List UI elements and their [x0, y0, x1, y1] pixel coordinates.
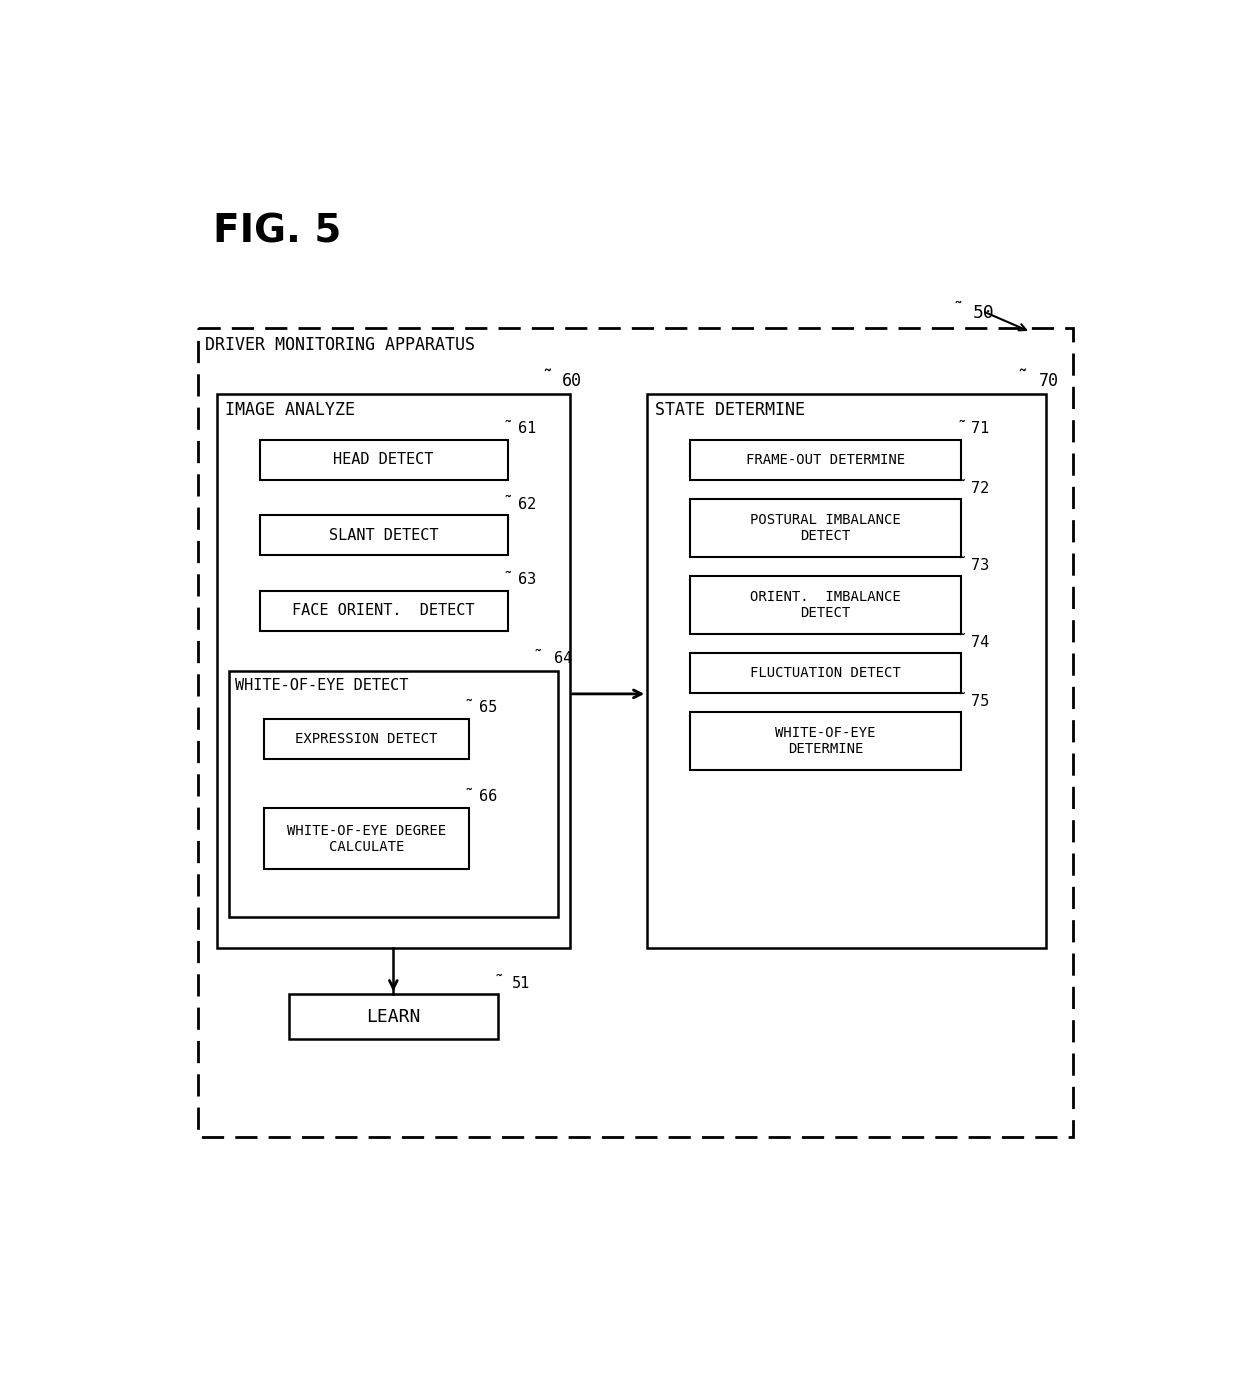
- Text: ˜: ˜: [957, 556, 966, 574]
- Text: ˜: ˜: [954, 301, 962, 319]
- Text: ˜: ˜: [503, 570, 512, 588]
- Text: 61: 61: [518, 422, 536, 437]
- Text: 71: 71: [971, 422, 990, 437]
- Text: IMAGE ANALYZE: IMAGE ANALYZE: [224, 401, 355, 419]
- FancyBboxPatch shape: [689, 440, 961, 480]
- Text: 75: 75: [971, 694, 990, 709]
- Text: 64: 64: [554, 651, 573, 666]
- Text: POSTURAL IMBALANCE
DETECT: POSTURAL IMBALANCE DETECT: [750, 513, 900, 544]
- Text: SLANT DETECT: SLANT DETECT: [329, 528, 439, 542]
- FancyBboxPatch shape: [263, 807, 469, 870]
- Text: 70: 70: [1039, 372, 1059, 390]
- Text: 60: 60: [562, 372, 582, 390]
- Text: 73: 73: [971, 558, 990, 573]
- FancyBboxPatch shape: [259, 591, 507, 631]
- Text: 63: 63: [518, 573, 536, 587]
- Text: 74: 74: [971, 635, 990, 649]
- Text: ˜: ˜: [957, 479, 966, 497]
- FancyBboxPatch shape: [217, 394, 569, 947]
- Text: FIG. 5: FIG. 5: [213, 212, 341, 251]
- FancyBboxPatch shape: [689, 653, 961, 694]
- Text: ˜: ˜: [543, 369, 552, 388]
- FancyBboxPatch shape: [689, 499, 961, 556]
- Text: ˜: ˜: [957, 632, 966, 651]
- Text: FRAME-OUT DETERMINE: FRAME-OUT DETERMINE: [745, 452, 905, 467]
- Text: WHITE-OF-EYE DEGREE
CALCULATE: WHITE-OF-EYE DEGREE CALCULATE: [286, 824, 445, 854]
- Text: 51: 51: [512, 975, 531, 990]
- FancyBboxPatch shape: [259, 515, 507, 555]
- Text: FACE ORIENT.  DETECT: FACE ORIENT. DETECT: [293, 603, 475, 619]
- Text: 72: 72: [971, 481, 990, 495]
- Text: ˜: ˜: [1017, 369, 1027, 388]
- Text: FLUCTUATION DETECT: FLUCTUATION DETECT: [750, 666, 900, 680]
- Text: ˜: ˜: [465, 699, 474, 717]
- Text: STATE DETERMINE: STATE DETERMINE: [655, 401, 805, 419]
- Text: ˜: ˜: [494, 974, 502, 992]
- Text: ˜: ˜: [533, 649, 542, 667]
- FancyBboxPatch shape: [289, 994, 498, 1039]
- Text: ˜: ˜: [503, 495, 512, 513]
- Text: EXPRESSION DETECT: EXPRESSION DETECT: [295, 731, 438, 746]
- Text: 66: 66: [479, 789, 497, 804]
- Text: ˜: ˜: [957, 420, 966, 438]
- FancyBboxPatch shape: [228, 671, 558, 917]
- FancyBboxPatch shape: [689, 713, 961, 770]
- Text: LEARN: LEARN: [366, 1007, 420, 1025]
- Text: ORIENT.  IMBALANCE
DETECT: ORIENT. IMBALANCE DETECT: [750, 589, 900, 620]
- FancyBboxPatch shape: [259, 440, 507, 480]
- Text: WHITE-OF-EYE DETECT: WHITE-OF-EYE DETECT: [234, 678, 408, 694]
- Text: ˜: ˜: [957, 692, 966, 710]
- FancyBboxPatch shape: [197, 329, 1074, 1136]
- Text: 65: 65: [479, 700, 497, 716]
- FancyBboxPatch shape: [647, 394, 1047, 947]
- FancyBboxPatch shape: [689, 576, 961, 634]
- Text: 50: 50: [972, 304, 994, 322]
- Text: ˜: ˜: [503, 420, 512, 438]
- FancyBboxPatch shape: [263, 718, 469, 759]
- Text: WHITE-OF-EYE
DETERMINE: WHITE-OF-EYE DETERMINE: [775, 727, 875, 756]
- Text: DRIVER MONITORING APPARATUS: DRIVER MONITORING APPARATUS: [206, 336, 475, 354]
- Text: HEAD DETECT: HEAD DETECT: [334, 452, 434, 467]
- Text: ˜: ˜: [465, 788, 474, 806]
- Text: 62: 62: [518, 497, 536, 512]
